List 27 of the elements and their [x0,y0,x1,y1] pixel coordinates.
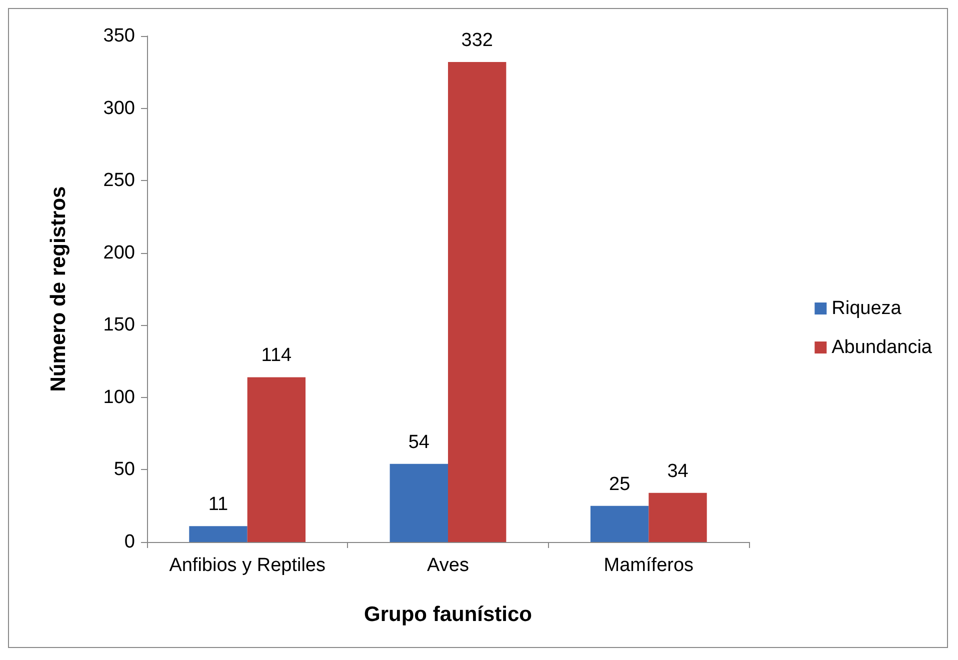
data-label: 34 [667,460,689,482]
x-tick-label: Aves [427,555,469,576]
bar [448,62,506,542]
data-label: 11 [208,494,228,516]
x-axis-title: Grupo faunístico [364,603,532,626]
x-tick-label: Mamíferos [604,555,694,576]
y-tick-label: 300 [103,98,135,119]
data-label: 54 [408,432,430,453]
data-label: 25 [609,474,630,495]
bar [189,526,248,542]
x-tick-label: Anfibios y Reptiles [169,555,326,576]
data-label: 332 [461,30,493,52]
bar [390,464,448,542]
y-tick-label: 0 [124,532,135,552]
y-tick-label: 150 [103,314,135,336]
y-tick-label: 200 [103,242,135,264]
legend-label: Riqueza [832,298,902,319]
y-tick-label: 50 [114,459,135,480]
legend-label: Abundancia [832,337,932,358]
data-label: 114 [261,345,292,366]
bar [590,506,649,542]
y-tick-label: 100 [103,386,135,408]
y-tick-label: 350 [103,26,135,46]
bar [247,377,306,542]
y-axis-title: Número de registros [47,186,70,392]
y-tick-label: 250 [103,170,135,192]
bar [648,492,707,542]
